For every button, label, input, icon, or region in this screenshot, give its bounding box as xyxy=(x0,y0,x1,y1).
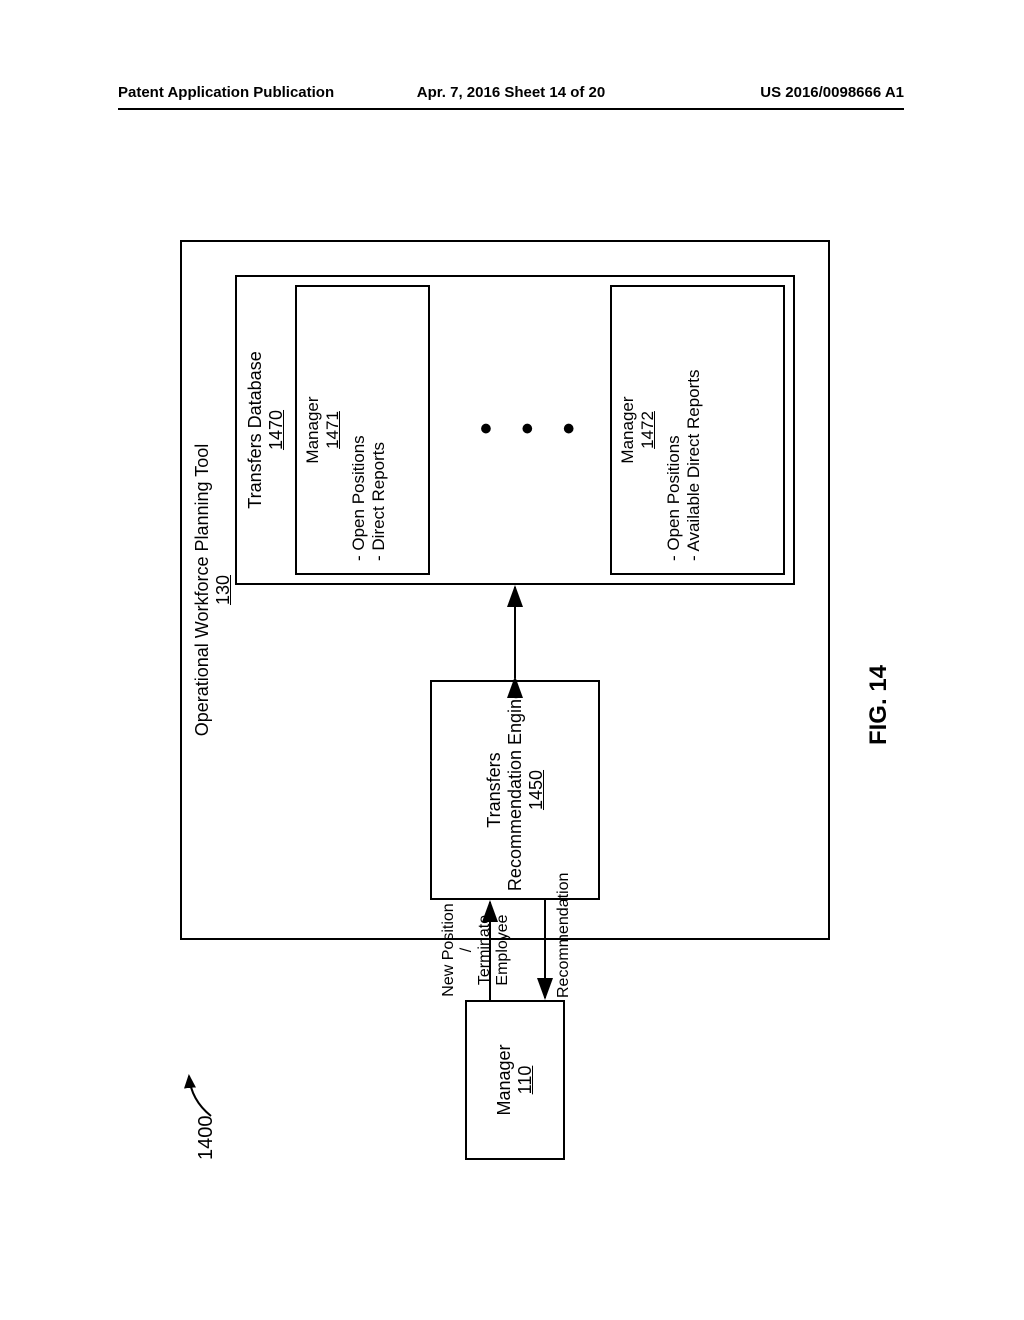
arrows-svg xyxy=(120,220,910,1190)
page: Patent Application Publication Apr. 7, 2… xyxy=(0,0,1024,1320)
header-rule xyxy=(118,108,904,110)
figure: 1400 Manager 110 Operational xyxy=(120,220,910,1190)
header-right: US 2016/0098666 A1 xyxy=(760,84,904,101)
figure-wrap: 1400 Manager 110 Operational xyxy=(120,220,910,1190)
figure-label: FIG. 14 xyxy=(865,220,893,1190)
